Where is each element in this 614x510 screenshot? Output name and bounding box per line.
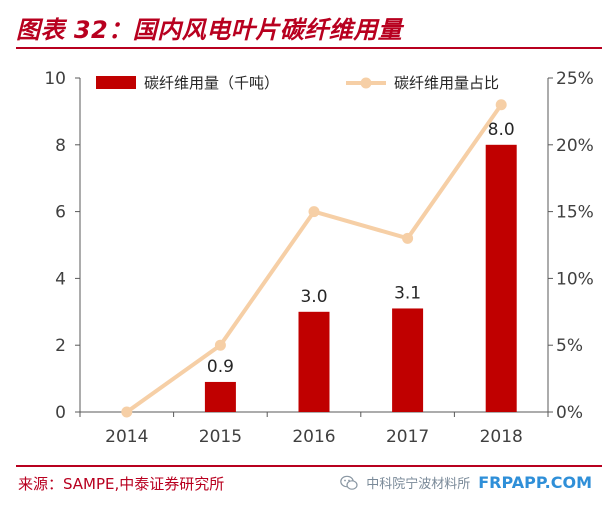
share-point-2016 <box>308 206 320 218</box>
x-tick-label: 2016 <box>292 427 335 447</box>
y-right-tick-label: 25% <box>556 69 594 89</box>
y-left-tick-label: 0 <box>55 403 66 423</box>
share-point-2015 <box>214 339 226 351</box>
title-divider <box>16 47 602 49</box>
bar-label-2017: 3.1 <box>394 283 421 303</box>
legend-swatch-marker <box>360 77 372 89</box>
footer-divider <box>16 465 602 467</box>
bar-2016 <box>298 311 330 412</box>
share-point-2017 <box>402 232 414 244</box>
x-tick-label: 2018 <box>480 427 523 447</box>
y-right-tick-label: 5% <box>556 336 583 356</box>
y-right-tick-label: 10% <box>556 269 594 289</box>
figure-title: 图表 32：国内风电叶片碳纤维用量 <box>16 16 403 44</box>
y-left-tick-label: 10 <box>44 69 66 89</box>
legend-label-line: 碳纤维用量占比 <box>394 74 499 92</box>
bar-label-2016: 3.0 <box>300 287 327 307</box>
legend-swatch-bar <box>96 76 136 89</box>
bar-2017 <box>392 308 424 412</box>
y-left-tick-label: 8 <box>55 136 66 156</box>
x-tick-label: 2014 <box>105 427 148 447</box>
y-left-tick-label: 6 <box>55 203 66 223</box>
bar-label-2018: 8.0 <box>488 120 515 140</box>
x-tick-label: 2017 <box>386 427 429 447</box>
y-right-tick-label: 20% <box>556 136 594 156</box>
source-note: 来源：SAMPE,中泰证券研究所 <box>18 475 225 493</box>
y-right-tick-label: 15% <box>556 203 594 223</box>
y-left-tick-label: 4 <box>55 269 66 289</box>
watermark-site: FRPAPP.COM <box>478 473 592 492</box>
wechat-icon <box>340 475 358 490</box>
bar-2015 <box>204 381 236 412</box>
x-tick-label: 2015 <box>199 427 242 447</box>
share-point-2014 <box>121 406 133 418</box>
watermark: 中科院宁波材料所 FRPAPP.COM <box>340 473 592 492</box>
y-left-tick-label: 2 <box>55 336 66 356</box>
y-right-tick-label: 0% <box>556 403 583 423</box>
bar-label-2015: 0.9 <box>207 357 234 377</box>
bar-2018 <box>485 144 517 413</box>
chart-svg: 0 2 4 6 8 10 0% 5% 10% 15% 20% 25% 2014 2015 2016 2017 2… <box>44 69 594 447</box>
watermark-text: 中科院宁波材料所 <box>366 477 471 492</box>
legend-label-bar: 碳纤维用量（千吨） <box>144 74 279 92</box>
share-point-2018 <box>495 99 507 111</box>
